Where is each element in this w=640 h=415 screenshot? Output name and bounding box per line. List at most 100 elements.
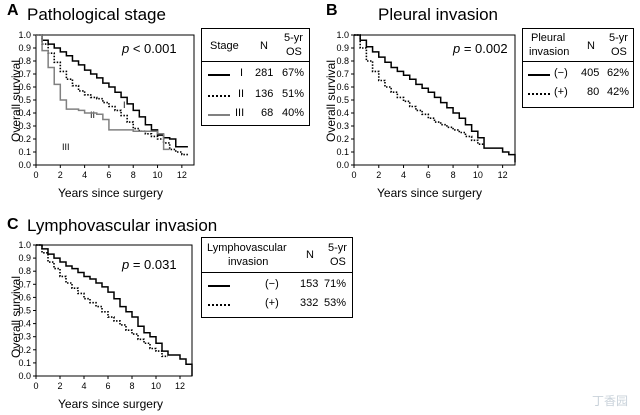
curve-label-i: I xyxy=(123,100,126,110)
table-c-row-os: 71% xyxy=(324,278,347,290)
panel-b-letter: B xyxy=(326,2,338,19)
y-tick-label-c: 0.3 xyxy=(18,332,31,342)
table-a-row-label: II xyxy=(238,88,245,100)
y-tick-label-b: 0.6 xyxy=(336,82,349,92)
table-b-row-n: 80 xyxy=(587,86,600,98)
panel-c-title: Lymphovascular invasion xyxy=(27,216,218,235)
y-tick-label-a: 1.0 xyxy=(18,30,31,40)
y-tick-label-c: 0.8 xyxy=(18,266,31,276)
panel-a-p-value: p < 0.001 xyxy=(122,41,177,56)
legend-line-stage-ii xyxy=(208,95,230,97)
survival-curve-a-1 xyxy=(36,34,188,148)
x-tick-label-a: 0 xyxy=(33,170,38,180)
x-tick-label-a: 8 xyxy=(131,170,136,180)
table-a-row-os: 67% xyxy=(282,67,305,79)
table-c-row-label: (+) xyxy=(265,297,279,309)
y-tick-label-c: 0.1 xyxy=(18,358,31,368)
panel-b-xlabel: Years since surgery xyxy=(377,186,482,200)
survival-curve-b-2 xyxy=(354,34,485,145)
x-tick-label-a: 12 xyxy=(177,170,187,180)
table-c-header-lymphovascular: Lymphovascular xyxy=(207,242,287,254)
table-b-divider xyxy=(523,61,633,62)
table-b-header-n: N xyxy=(587,40,595,52)
panel-b-summary-table: Pleural invasion N 5-yr OS (−) 405 62% (… xyxy=(522,28,634,108)
y-tick-label-b: 0.8 xyxy=(336,56,349,66)
panel-c-p-value: p = 0.031 xyxy=(122,257,177,272)
x-tick-label-b: 4 xyxy=(401,170,406,180)
x-tick-label-b: 2 xyxy=(376,170,381,180)
panel-a-title: Pathological stage xyxy=(27,5,166,24)
x-tick-label-c: 4 xyxy=(81,381,86,391)
x-tick-label-c: 10 xyxy=(151,381,161,391)
table-c-row-os: 53% xyxy=(324,297,347,309)
table-a-row-label: III xyxy=(235,107,245,119)
y-tick-label-b: 0.7 xyxy=(336,69,349,79)
panel-a-km-plot: I II III 0.0 0.1 0.2 0.3 0.4 0.5 0.6 0.7 0.8 0.9 1… xyxy=(18,30,195,180)
y-tick-label-b: 0.2 xyxy=(336,134,349,144)
table-a-row-n: 68 xyxy=(261,107,274,119)
x-tick-label-c: 12 xyxy=(175,381,185,391)
y-tick-label-c: 0.4 xyxy=(18,319,31,329)
table-b-header-os: OS xyxy=(611,46,627,58)
survival-curve-a-2 xyxy=(36,34,188,156)
y-tick-label-b: 0.4 xyxy=(336,108,349,118)
x-tick-label-a: 4 xyxy=(82,170,87,180)
table-b-row-os: 62% xyxy=(607,67,630,79)
x-tick-label-a: 2 xyxy=(58,170,63,180)
panel-b-km-plot: 0.0 0.1 0.2 0.3 0.4 0.5 0.6 0.7 0.8 0.9 1.0 0 2 4 6 8 10… xyxy=(336,30,516,180)
table-b-row-n: 405 xyxy=(581,67,600,79)
x-tick-label-b: 8 xyxy=(451,170,456,180)
table-c-divider xyxy=(202,272,352,273)
legend-line-stage-i xyxy=(208,74,230,76)
table-b-header-pleural: Pleural xyxy=(531,32,566,44)
table-b-row-label: (−) xyxy=(554,67,568,79)
table-b-row-os: 42% xyxy=(607,86,630,98)
watermark-logo: 丁香园 xyxy=(591,394,628,408)
survival-curve-a-3 xyxy=(36,34,170,151)
legend-line-lvi-positive xyxy=(208,304,230,306)
table-b-row-label: (+) xyxy=(554,86,568,98)
x-tick-label-b: 6 xyxy=(426,170,431,180)
table-a-row-label: I xyxy=(240,67,244,79)
legend-line-lvi-negative xyxy=(208,285,230,287)
x-tick-label-c: 2 xyxy=(57,381,62,391)
table-c-header-5yr: 5-yr xyxy=(328,242,347,254)
table-a-header-stage: Stage xyxy=(210,40,239,52)
y-tick-label-a: 0.7 xyxy=(18,69,31,79)
table-a-row-n: 281 xyxy=(255,67,274,79)
y-tick-label-a: 0.8 xyxy=(18,56,31,66)
y-tick-label-a: 0.9 xyxy=(18,43,31,53)
y-tick-label-a: 0.4 xyxy=(18,108,31,118)
curve-label-ii: II xyxy=(90,110,95,120)
y-tick-label-b: 0.0 xyxy=(336,160,349,170)
legend-line-stage-iii xyxy=(208,114,230,116)
panel-a-letter: A xyxy=(7,2,19,19)
y-tick-label-a: 0.0 xyxy=(18,160,31,170)
x-tick-label-a: 6 xyxy=(106,170,111,180)
y-tick-label-c: 0.5 xyxy=(18,306,31,316)
table-a-row-n: 136 xyxy=(255,88,274,100)
panel-c-summary-table: Lymphovascular invasion N 5-yr OS (−) 15… xyxy=(201,237,353,318)
y-tick-label-c: 0.2 xyxy=(18,345,31,355)
y-tick-label-a: 0.1 xyxy=(18,147,31,157)
legend-line-pleural-negative xyxy=(528,74,550,76)
y-tick-label-b: 0.1 xyxy=(336,147,349,157)
table-c-header-invasion: invasion xyxy=(228,256,269,268)
y-tick-label-b: 1.0 xyxy=(336,30,349,40)
table-b-header-invasion: invasion xyxy=(529,46,570,58)
table-a-header-os: OS xyxy=(286,46,302,58)
y-tick-label-a: 0.5 xyxy=(18,95,31,105)
survival-curve-c-2 xyxy=(36,244,168,358)
panel-a-summary-table: Stage N 5-yr OS I 281 67% II 136 51% III… xyxy=(201,28,310,126)
panel-b-p-value: p = 0.002 xyxy=(453,41,508,56)
panel-c-letter: C xyxy=(7,216,19,233)
y-tick-label-c: 0.7 xyxy=(18,279,31,289)
x-tick-label-c: 8 xyxy=(129,381,134,391)
table-a-row-os: 51% xyxy=(282,88,305,100)
x-tick-label-c: 0 xyxy=(33,381,38,391)
legend-line-pleural-positive xyxy=(528,93,550,95)
y-tick-label-b: 0.5 xyxy=(336,95,349,105)
table-b-header-5yr: 5-yr xyxy=(609,32,628,44)
x-tick-label-b: 0 xyxy=(351,170,356,180)
panel-c-km-plot: 0.0 0.1 0.2 0.3 0.4 0.5 0.6 0.7 0.8 0.9 1.0 0 2 4 6 8 10… xyxy=(18,240,193,391)
